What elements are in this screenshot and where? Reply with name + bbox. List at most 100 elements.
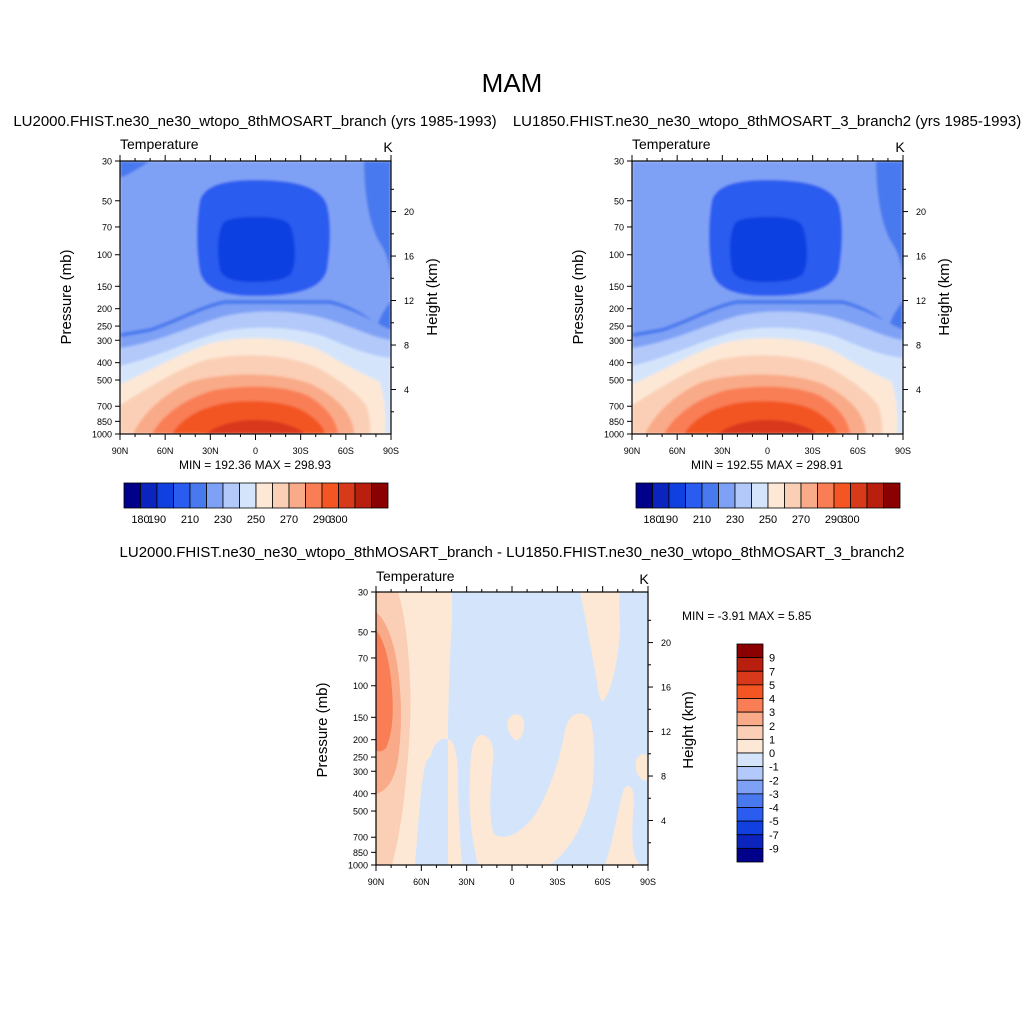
colorbar-swatch	[736, 684, 764, 699]
pressure-tick-label: 250	[97, 322, 112, 332]
colorbar-swatch	[635, 482, 653, 509]
height-tick-label: 20	[916, 207, 926, 217]
colorbar-swatch	[371, 482, 389, 509]
contour-fill-295	[717, 420, 817, 434]
panel-3-minmax: MIN = -3.91 MAX = 5.85	[682, 609, 812, 623]
panel-1: LU2000.FHIST.ne30_ne30_wtopo_8thMOSART_b…	[13, 113, 496, 526]
panel-1-title: LU2000.FHIST.ne30_ne30_wtopo_8thMOSART_b…	[13, 113, 496, 130]
panel-2-variable: Temperature	[632, 136, 711, 152]
pressure-tick-label: 1000	[92, 430, 112, 440]
colorbar-swatch	[883, 482, 901, 509]
pressure-tick-label: 1000	[348, 861, 368, 871]
contour-fill-neg1-to-0	[429, 592, 648, 865]
contour-fill-200	[729, 217, 807, 282]
panel-3-title: LU2000.FHIST.ne30_ne30_wtopo_8thMOSART_b…	[120, 544, 905, 561]
colorbar-label: 250	[247, 514, 265, 526]
contour-fill-3-to-4	[376, 630, 393, 752]
colorbar-label: 5	[769, 680, 775, 692]
pressure-tick-label: 200	[97, 304, 112, 314]
colorbar-label: 300	[841, 514, 859, 526]
latitude-tick-label: 90S	[895, 446, 911, 456]
pressure-tick-label: 150	[97, 282, 112, 292]
panel-3-variable: Temperature	[376, 568, 455, 584]
height-tick-label: 12	[661, 727, 671, 737]
contour-fill-0-patch-b	[636, 754, 648, 781]
height-tick-label: 4	[916, 385, 921, 395]
pressure-tick-label: 100	[353, 681, 368, 691]
pressure-tick-label: 200	[353, 735, 368, 745]
pressure-tick-label: 250	[609, 322, 624, 332]
colorbar-label: 180	[643, 514, 661, 526]
colorbar-swatch	[800, 482, 818, 509]
contour-fill-neg1-to-0-b	[415, 755, 440, 865]
latitude-tick-label: 60N	[669, 446, 686, 456]
colorbar-label: 210	[181, 514, 199, 526]
colorbar-swatch	[736, 820, 764, 836]
panel-2-units: K	[895, 139, 905, 155]
panel-2-title: LU1850.FHIST.ne30_ne30_wtopo_8thMOSART_3…	[513, 113, 1021, 130]
pressure-tick-label: 400	[609, 358, 624, 368]
pressure-tick-label: 50	[358, 627, 368, 637]
height-tick-label: 4	[661, 816, 666, 826]
panel-1-variable: Temperature	[120, 136, 199, 152]
colorbar-swatch	[784, 482, 802, 509]
height-tick-label: 16	[661, 683, 671, 693]
colorbar-label: 2	[769, 721, 775, 733]
panel-2-minmax: MIN = 192.55 MAX = 298.91	[691, 458, 843, 472]
pressure-tick-label: 30	[102, 157, 112, 167]
colorbar-label: 270	[280, 514, 298, 526]
colorbar-swatch	[173, 482, 191, 509]
colorbar-swatch	[736, 766, 764, 781]
pressure-tick-label: 850	[609, 417, 624, 427]
colorbar-label: 9	[769, 653, 775, 665]
latitude-tick-label: 60S	[338, 446, 354, 456]
height-tick-label: 8	[916, 341, 921, 351]
colorbar-label: -3	[769, 789, 779, 801]
height-tick-label: 16	[916, 252, 926, 262]
pressure-tick-label: 500	[609, 376, 624, 386]
height-tick-label: 12	[404, 296, 414, 306]
colorbar-swatch	[685, 482, 703, 509]
pressure-tick-label: 70	[102, 222, 112, 232]
colorbar-label: -7	[769, 830, 779, 842]
latitude-tick-label: 60N	[157, 446, 174, 456]
colorbar-swatch	[354, 482, 372, 509]
latitude-tick-label: 0	[765, 446, 770, 456]
latitude-tick-label: 30N	[202, 446, 219, 456]
panel-1-field	[120, 161, 391, 434]
colorbar-swatch	[288, 482, 306, 509]
height-tick-label: 12	[916, 296, 926, 306]
latitude-tick-label: 30S	[805, 446, 821, 456]
panel-3-ylabel-right: Height (km)	[680, 691, 697, 769]
colorbar-label: 290	[313, 514, 331, 526]
colorbar-label: 0	[769, 748, 775, 760]
colorbar-swatch	[668, 482, 686, 509]
pressure-tick-label: 50	[614, 196, 624, 206]
colorbar-swatch	[736, 738, 764, 754]
pressure-tick-label: 700	[97, 402, 112, 412]
panel-1-ylabel-right: Height (km)	[424, 258, 441, 336]
pressure-tick-label: 850	[97, 417, 112, 427]
pressure-tick-label: 100	[609, 250, 624, 260]
colorbar-swatch	[222, 482, 240, 509]
colorbar-label: -1	[769, 762, 779, 774]
colorbar-swatch	[850, 482, 868, 509]
colorbar-swatch	[321, 482, 339, 509]
colorbar-swatch	[140, 482, 158, 509]
pressure-tick-label: 30	[614, 157, 624, 167]
contour-fill-200	[217, 217, 295, 282]
colorbar-swatch	[736, 779, 764, 795]
latitude-tick-label: 90N	[112, 446, 129, 456]
latitude-tick-label: 90N	[624, 446, 641, 456]
colorbar-swatch	[189, 482, 207, 509]
panel-2-field	[632, 161, 903, 434]
pressure-tick-label: 70	[358, 653, 368, 663]
pressure-tick-label: 100	[97, 250, 112, 260]
colorbar-label: 250	[759, 514, 777, 526]
colorbar-swatch	[736, 643, 764, 659]
latitude-tick-label: 60S	[595, 877, 611, 887]
colorbar-swatch	[817, 482, 835, 509]
colorbar-label: 190	[148, 514, 166, 526]
panel-1-ylabel: Pressure (mb)	[58, 249, 75, 344]
height-tick-label: 20	[661, 638, 671, 648]
